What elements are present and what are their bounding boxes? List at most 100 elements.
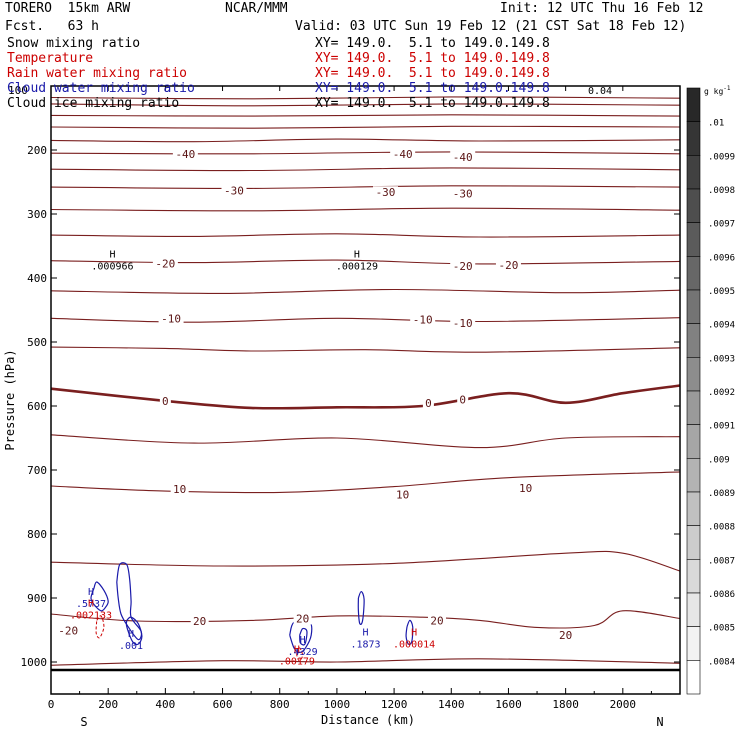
forecast-hour: Fcst. 63 h <box>5 19 99 34</box>
isotherm-label-bg <box>450 259 476 272</box>
isotherm-10 <box>50 259 681 265</box>
isotherm-0 <box>50 96 681 100</box>
colorbar-label: .0097 <box>708 220 735 230</box>
rain-water-layer <box>95 615 304 662</box>
colorbar-label: .0094 <box>708 321 735 331</box>
isotherm-label: 20 <box>559 629 572 642</box>
y-tick-label: 800 <box>27 528 47 541</box>
colorbar-swatch <box>686 87 701 122</box>
y-tick-label: 700 <box>27 464 47 477</box>
colorbar-label: .0096 <box>708 253 735 263</box>
isotherm-label: 10 <box>173 483 186 496</box>
cloud-water-contour-0 <box>90 581 109 612</box>
isotherm-19 <box>50 658 681 666</box>
isotherm-label-bg <box>172 147 198 160</box>
isotherm-label: -10 <box>161 312 181 325</box>
colorbar-label: .0088 <box>708 523 735 533</box>
isotherm-label-bg <box>170 483 189 496</box>
maximum-mark: H <box>128 629 134 640</box>
model-title: TORERO 15km ARW <box>5 1 131 16</box>
maximum-mark: H <box>362 627 368 638</box>
field-name-rain: Rain water mixing ratio <box>7 66 188 81</box>
x-axis-label: Distance (km) <box>321 713 415 727</box>
maximum-value: .5737 <box>76 599 106 610</box>
maximum-value: .000014 <box>393 639 435 650</box>
cloud-water-contour-4 <box>299 627 308 646</box>
x-tick-label: 0 <box>48 698 55 711</box>
maximum-value: .001 <box>119 641 143 652</box>
maximum-value: .000966 <box>91 262 133 273</box>
isotherm-layer <box>50 96 681 666</box>
isotherm-label-bg <box>516 481 535 494</box>
isotherm-zero <box>50 384 681 410</box>
maximum-mark: H <box>294 645 300 656</box>
colorbar-label: .0093 <box>708 354 735 364</box>
isotherm-label: 20 <box>193 615 206 628</box>
isotherm-label: 0 <box>162 395 169 408</box>
x-tick-label: 800 <box>270 698 290 711</box>
maximum-mark: H <box>109 250 115 261</box>
maximum-mark: H <box>88 599 94 610</box>
colorbar-unit: g kg-1 <box>704 85 731 96</box>
isotherm-1 <box>50 103 681 107</box>
field-name-cloud-ice: Cloud ice mixing ratio <box>7 96 180 111</box>
colorbar-swatch <box>686 424 701 459</box>
colorbar-label: .01 <box>708 119 724 129</box>
colorbar-label: .0084 <box>708 657 735 667</box>
x-tick-label: 200 <box>98 698 118 711</box>
colorbar-swatch <box>686 256 701 291</box>
maximum-value: .002133 <box>70 611 112 622</box>
field-name-snow: Snow mixing ratio <box>7 36 141 51</box>
colorbar-swatch <box>686 155 701 190</box>
y-tick-label: 300 <box>27 208 47 221</box>
isotherm-label: 20 <box>296 612 309 625</box>
isotherm-label: -40 <box>175 148 195 161</box>
colorbar-label: .0092 <box>708 388 735 398</box>
y-tick-label: 200 <box>27 144 47 157</box>
field-xy-cloud-ice: XY= 149.0. 5.1 to 149.0.149.8 <box>315 96 550 111</box>
isotherm-label: -10 <box>413 314 433 327</box>
cloud-water-contour-6 <box>405 619 414 646</box>
x-tick-label: 1800 <box>552 698 579 711</box>
isotherm-label-bg <box>390 147 416 160</box>
y-tick-label: 500 <box>27 336 47 349</box>
isotherm-8 <box>50 207 681 212</box>
y-tick-label: 400 <box>27 272 47 285</box>
isotherm-2 <box>50 114 681 117</box>
isotherm-label-bg <box>158 312 184 325</box>
rain-water-contour-1 <box>296 647 304 662</box>
isotherm-label-bg <box>450 316 476 329</box>
isotherm-4 <box>50 138 681 143</box>
colorbar-swatch <box>686 390 701 425</box>
isotherm-16 <box>50 471 681 494</box>
y-tick-label: 1000 <box>21 656 48 669</box>
isotherm-18 <box>50 610 681 629</box>
colorbar-swatch <box>686 222 701 257</box>
isotherm-label: -40 <box>393 148 413 161</box>
colorbar-label: .009 <box>708 455 730 465</box>
isotherm-label: -40 <box>453 151 473 164</box>
maximum-value: .4329 <box>288 647 318 658</box>
colorbar-label: .0099 <box>708 152 735 162</box>
isotherm-label-bg <box>393 488 412 501</box>
isotherm-6 <box>50 167 681 172</box>
rain-water-contour-0 <box>95 615 105 639</box>
isotherm-label: -20 <box>58 625 78 638</box>
maximum-mark: H <box>354 250 360 261</box>
isotherm-label-bg <box>450 187 476 200</box>
overlap-text-left: 100 <box>8 84 28 97</box>
isotherm-label-bg <box>457 393 469 406</box>
x-tick-label: 1400 <box>438 698 465 711</box>
y-tick-label: 900 <box>27 592 47 605</box>
y-tick-label: 600 <box>27 400 47 413</box>
isotherm-label-bg <box>152 257 178 270</box>
isotherm-label: -30 <box>224 184 244 197</box>
field-xy-temperature: XY= 149.0. 5.1 to 149.0.149.8 <box>315 51 550 66</box>
cloud-water-contour-1 <box>116 562 143 641</box>
colorbar-swatch <box>686 491 701 526</box>
isotherm-label: -20 <box>155 257 175 270</box>
isotherm-7 <box>50 185 681 189</box>
maximum-value: .000129 <box>336 262 378 273</box>
